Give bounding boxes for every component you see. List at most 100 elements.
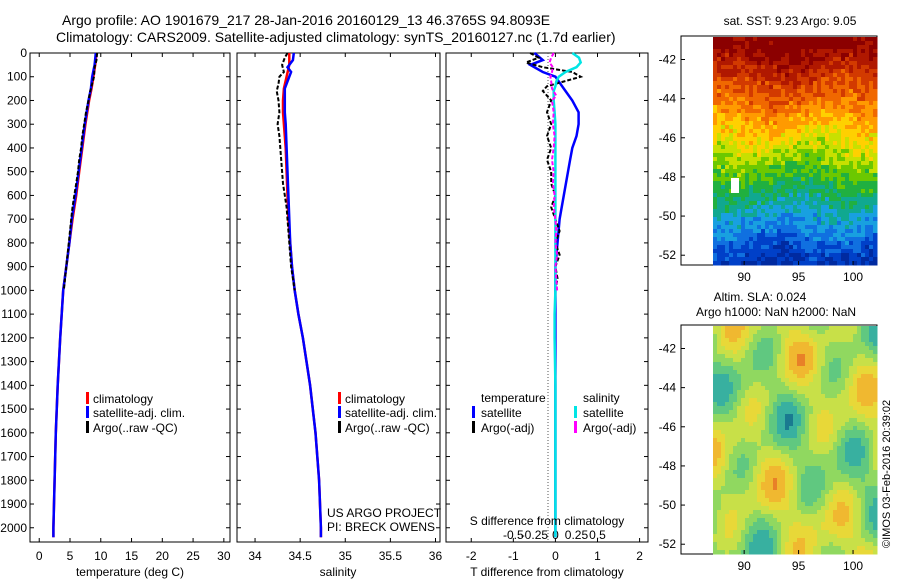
sla-cell [721, 346, 726, 351]
sst-cell [749, 249, 754, 254]
x-tick-label: 0 [36, 549, 43, 563]
sst-cell [849, 177, 854, 182]
sst-cell [789, 77, 794, 82]
sst-cell [817, 153, 822, 158]
sst-cell [749, 241, 754, 246]
sla-cell [873, 366, 878, 371]
sst-cell [769, 181, 774, 186]
sla-cell [797, 434, 802, 439]
sla-cell [805, 550, 810, 555]
sla-cell [817, 354, 822, 359]
sst-cell [845, 177, 850, 182]
sst-cell [853, 201, 858, 206]
sst-cell [829, 229, 834, 234]
sla-cell [741, 506, 746, 511]
sla-cell [821, 342, 826, 347]
sst-cell [733, 237, 738, 242]
sst-cell [801, 157, 806, 162]
legend-swatch-climatology [86, 392, 89, 404]
sla-cell [753, 522, 758, 527]
sla-cell [857, 510, 862, 515]
sst-cell [737, 153, 742, 158]
sla-cell [733, 502, 738, 507]
sla-cell [849, 378, 854, 383]
sst-cell [797, 129, 802, 134]
sla-cell [769, 426, 774, 431]
sla-cell [777, 438, 782, 443]
sla-cell [745, 342, 750, 347]
sla-cell [833, 426, 838, 431]
sst-cell [733, 101, 738, 106]
sla-cell [729, 550, 734, 555]
sst-cell [857, 113, 862, 118]
sla-cell [769, 490, 774, 495]
sst-cell [777, 157, 782, 162]
sla-cell [753, 394, 758, 399]
sla-cell [801, 362, 806, 367]
sla-cell [773, 386, 778, 391]
sst-cell [713, 109, 718, 114]
sst-cell [741, 253, 746, 258]
sst-cell [861, 53, 866, 58]
sla-cell [765, 458, 770, 463]
sla-cell [777, 530, 782, 535]
sla-cell [785, 450, 790, 455]
sla-cell [789, 462, 794, 467]
sla-cell [845, 530, 850, 535]
sst-cell [833, 125, 838, 130]
sst-cell [825, 161, 830, 166]
sla-cell [777, 390, 782, 395]
sla-cell [865, 530, 870, 535]
sla-cell [749, 390, 754, 395]
lon-tick-label: 90 [737, 270, 751, 284]
sla-cell [825, 498, 830, 503]
sla-cell [733, 542, 738, 547]
sst-cell [749, 57, 754, 62]
sst-cell [837, 241, 842, 246]
sst-cell [773, 185, 778, 190]
sst-cell [853, 145, 858, 150]
sla-cell [737, 482, 742, 487]
sst-cell [773, 205, 778, 210]
sst-cell [857, 49, 862, 54]
sla-cell [837, 542, 842, 547]
sla-cell [801, 390, 806, 395]
sst-cell [829, 153, 834, 158]
sla-cell [749, 406, 754, 411]
sla-cell [741, 530, 746, 535]
sst-cell [833, 185, 838, 190]
sla-cell [821, 326, 826, 331]
x-tick-label: 5 [67, 549, 74, 563]
sla-cell [865, 502, 870, 507]
sla-cell [853, 334, 858, 339]
sla-cell [845, 350, 850, 355]
sla-cell [837, 386, 842, 391]
sla-cell [853, 386, 858, 391]
sst-cell [865, 177, 870, 182]
sst-cell [761, 185, 766, 190]
sst-cell [821, 165, 826, 170]
sst-cell [737, 53, 742, 58]
sst-cell [725, 73, 730, 78]
sst-cell [773, 237, 778, 242]
sla-cell [833, 358, 838, 363]
sla-cell [769, 366, 774, 371]
sst-cell [745, 117, 750, 122]
sst-cell [725, 225, 730, 230]
sst-cell [845, 165, 850, 170]
sst-cell [809, 85, 814, 90]
sst-cell [873, 101, 878, 106]
sla-cell [813, 462, 818, 467]
sst-cell [745, 205, 750, 210]
sst-cell [777, 61, 782, 66]
sst-cell [765, 105, 770, 110]
sst-cell [813, 181, 818, 186]
sla-cell [753, 430, 758, 435]
sla-cell [741, 354, 746, 359]
sst-cell [773, 209, 778, 214]
sst-cell [861, 121, 866, 126]
sla-cell [813, 330, 818, 335]
sst-cell [713, 257, 718, 262]
sst-cell [813, 97, 818, 102]
sst-cell [789, 57, 794, 62]
